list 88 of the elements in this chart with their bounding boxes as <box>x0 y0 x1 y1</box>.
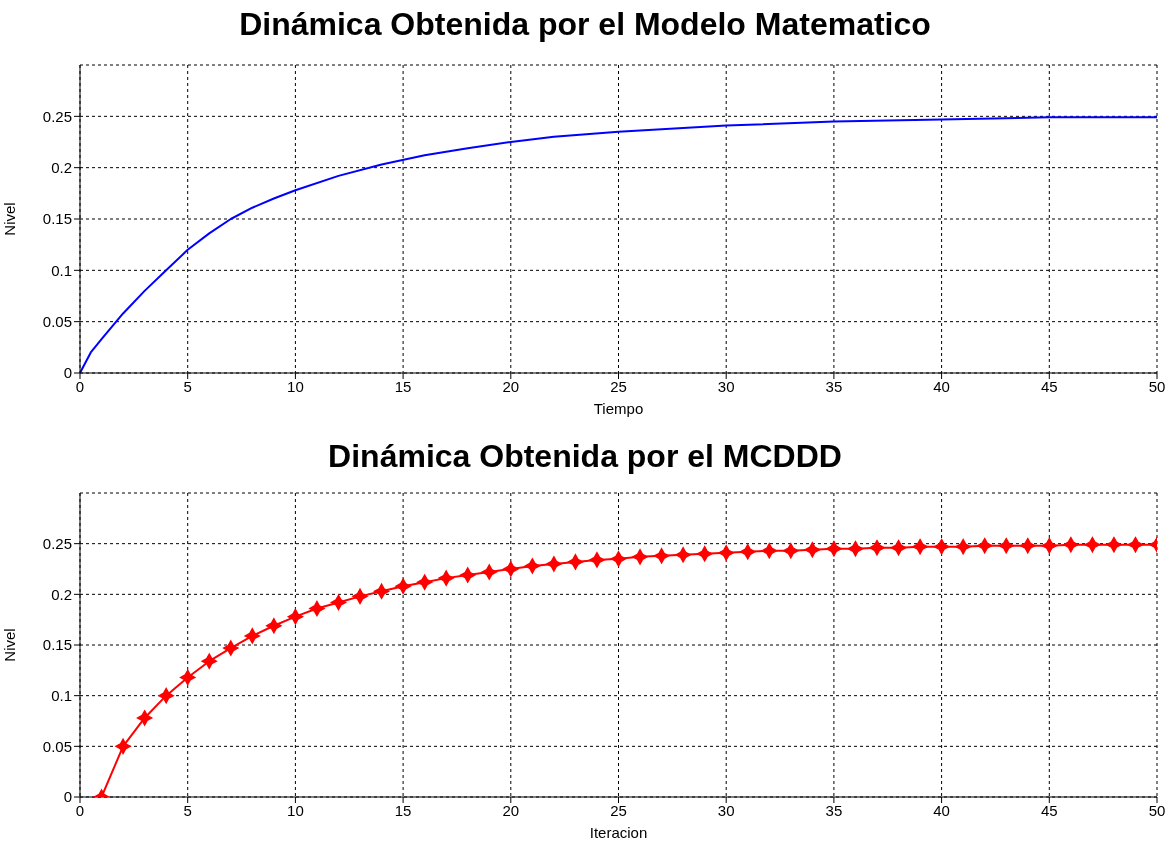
x-tick-label: 30 <box>717 377 735 395</box>
point <box>826 540 842 557</box>
point <box>933 538 950 555</box>
point <box>1106 536 1122 553</box>
point <box>696 546 713 562</box>
point <box>546 556 562 572</box>
point <box>1127 536 1144 553</box>
point <box>223 640 239 656</box>
point <box>998 537 1014 554</box>
point <box>869 539 885 556</box>
x-tick-label: 5 <box>183 377 192 395</box>
x-tick-label: 20 <box>502 377 520 395</box>
x-tick-label: 25 <box>610 801 627 819</box>
point <box>201 653 217 669</box>
y-tick-label: 0.2 <box>51 158 72 176</box>
point <box>330 594 347 611</box>
point <box>266 618 282 634</box>
x-tick-label: 25 <box>610 377 627 395</box>
point <box>503 561 519 577</box>
x-tick-label: 35 <box>825 377 843 395</box>
y-tick-label: 0.05 <box>42 737 72 755</box>
x-tick-label: 45 <box>1040 377 1058 395</box>
y-axis-title: Nivel <box>1 628 19 662</box>
x-axis-title: Tiempo <box>593 400 644 417</box>
y-tick-label: 0.2 <box>51 585 72 603</box>
point <box>739 544 756 560</box>
point <box>1063 536 1079 553</box>
point <box>804 542 821 558</box>
point <box>373 583 390 600</box>
y-tick-label: 0 <box>63 788 72 806</box>
y-tick-label: 0.05 <box>42 312 72 330</box>
point <box>1041 537 1058 554</box>
x-tick-label: 30 <box>717 801 735 819</box>
x-tick-label: 35 <box>825 801 843 819</box>
point <box>761 543 778 559</box>
point <box>653 548 670 564</box>
point <box>718 545 734 561</box>
point <box>395 578 411 594</box>
y-axis-title: Nivel <box>1 202 19 236</box>
point <box>1020 537 1036 554</box>
point <box>438 570 454 586</box>
y-tick-label: 0 <box>63 364 72 382</box>
point <box>459 567 476 583</box>
y-tick-label: 0.1 <box>51 686 72 704</box>
x-tick-label: 20 <box>502 801 520 819</box>
point <box>352 588 368 605</box>
point <box>524 558 541 574</box>
point <box>912 538 928 555</box>
point <box>632 549 648 565</box>
point <box>675 547 691 563</box>
point <box>244 628 261 644</box>
point <box>481 564 498 580</box>
chart-title: Dinámica Obtenida por el Modelo Matematico <box>238 6 932 43</box>
y-tick-label: 0.25 <box>42 107 72 125</box>
x-tick-label: 10 <box>287 377 304 395</box>
point <box>847 540 864 557</box>
point <box>136 710 153 726</box>
x-tick-label: 10 <box>287 801 304 819</box>
point <box>783 543 799 559</box>
point <box>179 669 196 686</box>
point <box>309 600 325 617</box>
point <box>287 608 304 625</box>
x-tick-label: 50 <box>1148 377 1166 395</box>
x-tick-label: 5 <box>183 801 192 819</box>
point <box>955 538 971 555</box>
x-axis-title: Iteracion <box>589 824 648 841</box>
point <box>158 687 174 704</box>
x-tick-label: 0 <box>75 801 85 819</box>
x-tick-label: 0 <box>75 377 85 395</box>
point <box>976 537 993 554</box>
y-tick-label: 0.1 <box>51 261 72 279</box>
point <box>1084 536 1101 553</box>
point <box>416 574 433 590</box>
point <box>610 551 627 567</box>
x-tick-label: 50 <box>1148 801 1166 819</box>
chart-title: Dinámica Obtenida por el MCDDD <box>327 438 843 475</box>
x-tick-label: 40 <box>933 801 950 819</box>
y-tick-label: 0.15 <box>42 210 72 228</box>
y-tick-label: 0.25 <box>42 534 72 552</box>
point <box>890 539 907 556</box>
point <box>567 554 584 570</box>
point <box>115 738 131 755</box>
x-tick-label: 40 <box>933 377 950 395</box>
x-tick-label: 45 <box>1040 801 1058 819</box>
x-tick-label: 15 <box>394 377 412 395</box>
y-tick-label: 0.15 <box>42 636 72 654</box>
point <box>589 552 605 568</box>
x-tick-label: 15 <box>394 801 412 819</box>
